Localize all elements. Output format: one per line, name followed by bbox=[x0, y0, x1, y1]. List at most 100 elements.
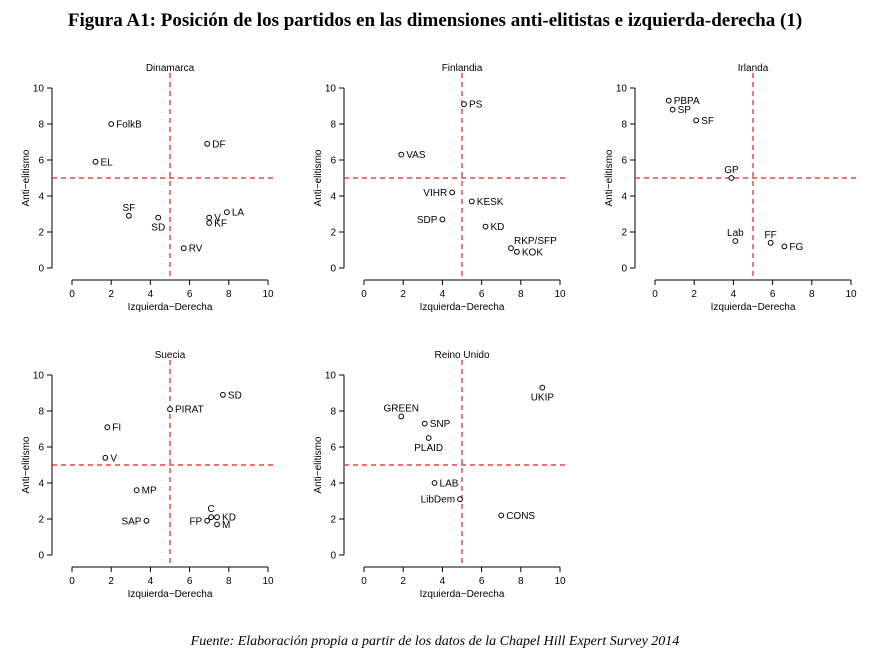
point-label: FolkB bbox=[116, 120, 142, 131]
point-label: SD bbox=[151, 223, 165, 234]
figure-source: Fuente: Elaboración propia a partir de l… bbox=[190, 634, 680, 649]
panel-title: Reino Unido bbox=[434, 350, 489, 361]
point-label: RV bbox=[189, 244, 203, 255]
data-point bbox=[665, 97, 672, 104]
data-point bbox=[204, 140, 211, 147]
y-tick-label: 10 bbox=[33, 371, 45, 382]
point-label: KD bbox=[491, 222, 505, 233]
point-label: SAP bbox=[121, 516, 141, 527]
data-point bbox=[732, 238, 739, 244]
data-point bbox=[767, 239, 774, 246]
y-tick-label: 0 bbox=[38, 264, 44, 275]
y-tick-label: 4 bbox=[38, 479, 44, 490]
point-label: SP bbox=[678, 105, 692, 116]
x-tick-label: 8 bbox=[809, 289, 815, 300]
data-point bbox=[104, 424, 111, 431]
point-label: LAB bbox=[440, 479, 459, 490]
point-label: V bbox=[214, 213, 221, 224]
x-tick-label: 6 bbox=[187, 576, 193, 587]
y-axis-label: Anti−elitismo bbox=[21, 149, 32, 206]
point-label: KESK bbox=[477, 197, 504, 208]
point-label: FG bbox=[789, 242, 803, 253]
data-point bbox=[728, 175, 735, 181]
point-label: V bbox=[110, 453, 117, 464]
point-label: KF bbox=[214, 219, 227, 230]
point-label: LA bbox=[232, 208, 245, 219]
data-point bbox=[439, 216, 446, 223]
point-label: VAS bbox=[406, 150, 426, 161]
data-point bbox=[223, 209, 230, 216]
x-tick-label: 0 bbox=[361, 289, 367, 300]
point-label: GREEN bbox=[383, 403, 419, 414]
panel-title: Finlandia bbox=[442, 63, 483, 74]
data-point bbox=[421, 420, 428, 427]
data-point bbox=[398, 413, 405, 420]
data-point bbox=[539, 384, 546, 391]
y-tick-label: 4 bbox=[621, 192, 627, 203]
x-tick-label: 4 bbox=[440, 576, 446, 587]
point-label: PIRAT bbox=[175, 405, 204, 416]
x-tick-label: 10 bbox=[262, 576, 274, 587]
point-label: VIHR bbox=[423, 188, 447, 199]
data-point bbox=[155, 214, 162, 221]
y-tick-label: 8 bbox=[38, 120, 44, 131]
x-tick-label: 2 bbox=[400, 289, 406, 300]
y-axis-label: Anti−elitismo bbox=[313, 149, 324, 206]
data-point bbox=[482, 223, 489, 230]
point-label: RKP/SFP bbox=[514, 236, 557, 247]
data-point bbox=[92, 158, 99, 165]
y-axis-label: Anti−elitismo bbox=[604, 149, 615, 206]
point-label: C bbox=[208, 504, 215, 515]
y-tick-label: 0 bbox=[330, 551, 336, 562]
data-point bbox=[143, 517, 150, 524]
point-label: FF bbox=[765, 230, 777, 241]
y-tick-label: 4 bbox=[38, 192, 44, 203]
panel-title: Suecia bbox=[155, 350, 186, 361]
point-label: LibDem bbox=[421, 495, 455, 506]
data-point bbox=[206, 220, 213, 226]
y-tick-label: 10 bbox=[616, 84, 628, 95]
panel-title: Dinamarca bbox=[146, 63, 195, 74]
y-tick-label: 2 bbox=[38, 228, 44, 239]
y-tick-label: 10 bbox=[325, 84, 337, 95]
data-point bbox=[102, 454, 109, 461]
data-point bbox=[204, 517, 211, 524]
point-label: KOK bbox=[522, 247, 543, 258]
x-tick-label: 0 bbox=[361, 576, 367, 587]
point-label: SF bbox=[701, 116, 714, 127]
chart-panel-irlanda: Irlanda 0 2 4 6 8 10 Izquierda−Derecha 0 2 4 6 8 10 An… bbox=[604, 63, 860, 313]
data-point bbox=[206, 214, 213, 221]
y-tick-label: 8 bbox=[330, 120, 336, 131]
x-tick-label: 4 bbox=[440, 289, 446, 300]
data-point bbox=[214, 521, 220, 528]
point-label: SF bbox=[122, 203, 135, 214]
x-tick-label: 10 bbox=[845, 289, 857, 300]
point-label: KD bbox=[222, 513, 236, 524]
chart-panel-suecia: Suecia 0 2 4 6 8 10 Izquierda−Derecha 0 2 4 6 8 10 Ant… bbox=[21, 350, 277, 600]
y-tick-label: 2 bbox=[330, 515, 336, 526]
data-point bbox=[461, 101, 467, 108]
data-point bbox=[498, 512, 505, 519]
x-tick-label: 2 bbox=[108, 289, 114, 300]
data-point bbox=[513, 248, 520, 255]
data-point bbox=[425, 435, 432, 441]
data-point bbox=[781, 243, 788, 250]
point-label: UKIP bbox=[531, 393, 555, 404]
point-label: M bbox=[222, 520, 230, 531]
panel-title: Irlanda bbox=[738, 63, 769, 74]
point-label: SDP bbox=[417, 215, 438, 226]
y-tick-label: 2 bbox=[621, 228, 627, 239]
point-label: CONS bbox=[506, 511, 535, 522]
point-label: FP bbox=[189, 516, 202, 527]
y-tick-label: 4 bbox=[330, 192, 336, 203]
data-point bbox=[468, 198, 475, 205]
data-point bbox=[125, 212, 132, 219]
data-point bbox=[431, 480, 438, 486]
point-label: PBPA bbox=[674, 96, 700, 107]
x-axis-label: Izquierda−Derecha bbox=[128, 302, 213, 313]
x-tick-label: 2 bbox=[108, 576, 114, 587]
point-label: MP bbox=[142, 486, 157, 497]
y-tick-label: 0 bbox=[38, 551, 44, 562]
x-tick-label: 0 bbox=[652, 289, 658, 300]
